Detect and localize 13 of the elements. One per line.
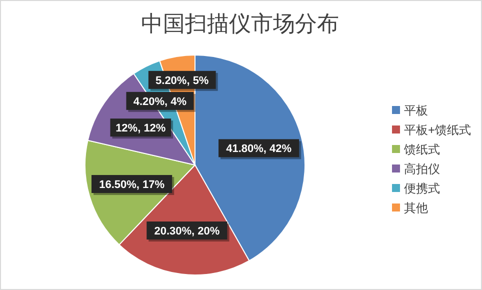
data-label: 12%, 12% (116, 122, 166, 135)
legend-label: 平板+馈纸式 (404, 123, 472, 137)
legend-label: 其他 (404, 201, 428, 215)
legend-label: 高拍仪 (404, 162, 440, 176)
legend-label: 平板 (404, 104, 428, 118)
data-label: 16.50%, 17% (99, 179, 165, 192)
legend-label: 便携式 (404, 182, 440, 196)
legend-label: 馈纸式 (403, 142, 440, 156)
data-label: 4.20%, 4% (133, 96, 187, 108)
chart-title: 中国扫描仪市场分布 (141, 11, 339, 36)
data-label: 41.80%, 42% (226, 143, 292, 156)
data-label: 5.20%, 5% (156, 74, 209, 87)
data-label: 20.30%, 20% (154, 226, 220, 238)
